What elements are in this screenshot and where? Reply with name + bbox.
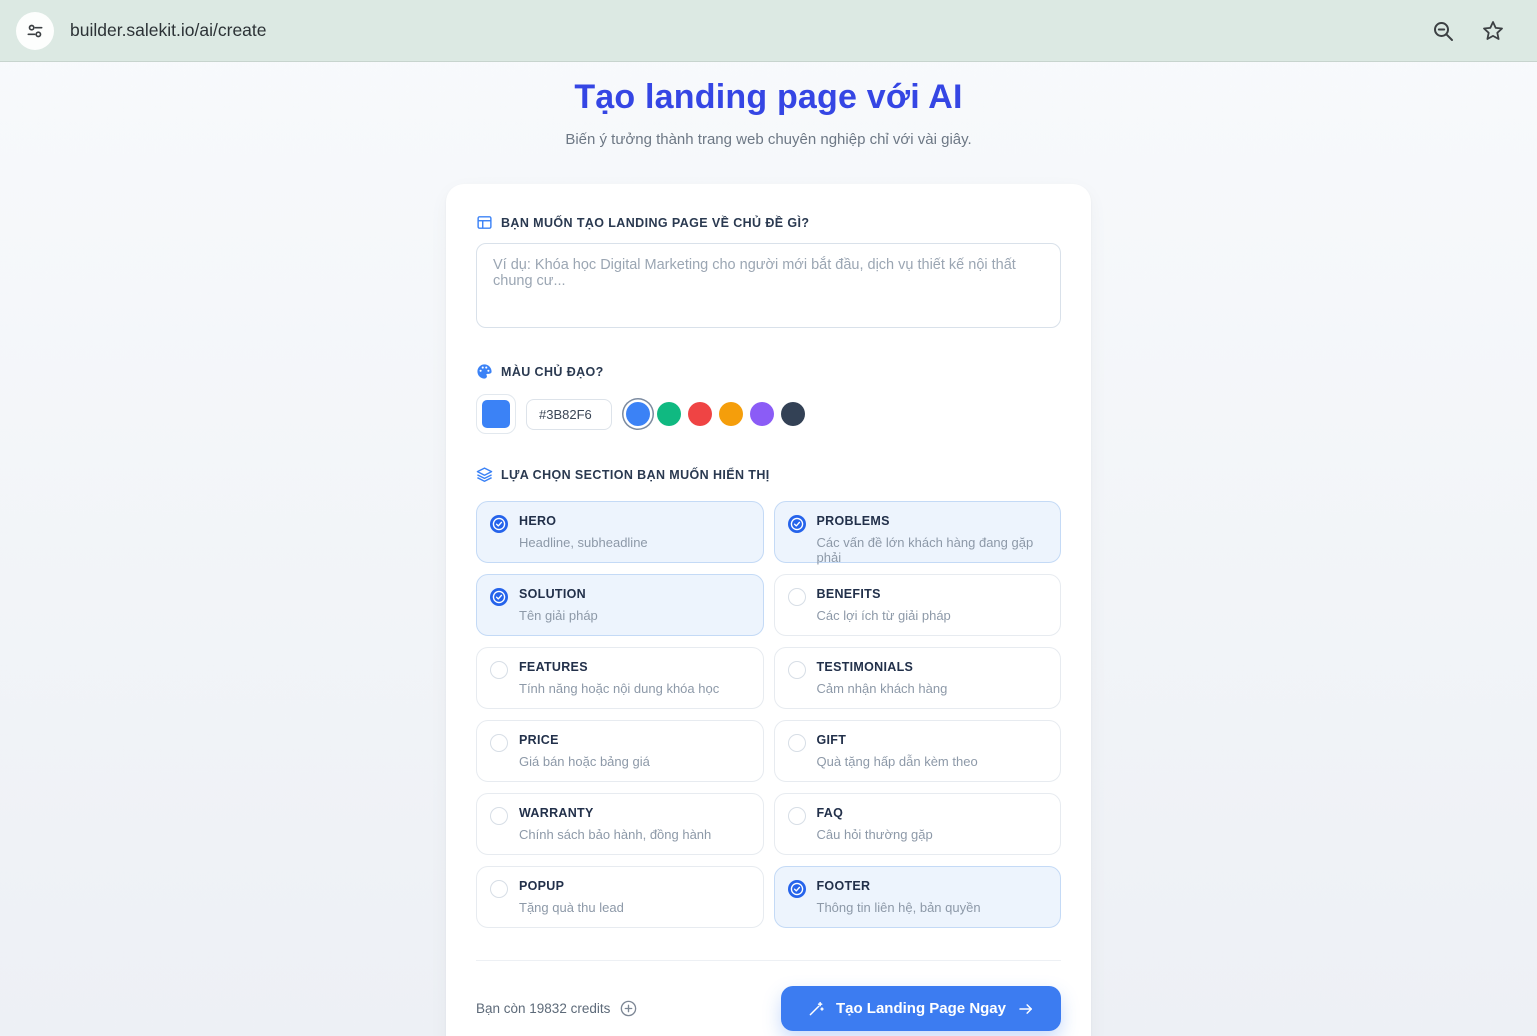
section-card-solution[interactable]: SOLUTION Tên giải pháp bbox=[476, 574, 764, 636]
bookmark-star-icon[interactable] bbox=[1481, 19, 1505, 43]
browser-address-bar: builder.salekit.io/ai/create bbox=[0, 0, 1537, 62]
create-landing-form-card: BẠN MUỐN TẠO LANDING PAGE VỀ CHỦ ĐỀ GÌ? … bbox=[446, 184, 1091, 1036]
site-settings-button[interactable] bbox=[16, 11, 54, 50]
color-row bbox=[476, 394, 1061, 434]
color-preset-6[interactable] bbox=[781, 402, 805, 426]
section-card-benefits[interactable]: BENEFITS Các lợi ích từ giải pháp bbox=[773, 574, 1061, 636]
section-title: PROBLEMS bbox=[816, 514, 890, 528]
section-description: Cảm nhận khách hàng bbox=[816, 681, 948, 696]
section-card-testimonials[interactable]: TESTIMONIALS Cảm nhận khách hàng bbox=[773, 647, 1061, 709]
magic-wand-icon bbox=[809, 1001, 824, 1015]
section-description: Tên giải pháp bbox=[519, 608, 598, 623]
create-landing-page-button[interactable]: Tạo Landing Page Ngay bbox=[780, 986, 1061, 1031]
color-preset-3[interactable] bbox=[688, 402, 712, 426]
section-card-footer[interactable]: FOOTER Thông tin liên hệ, bản quyền bbox=[773, 866, 1061, 928]
color-presets bbox=[626, 402, 805, 426]
section-card-popup[interactable]: POPUP Tặng quà thu lead bbox=[476, 866, 764, 928]
url-text[interactable]: builder.salekit.io/ai/create bbox=[70, 20, 267, 40]
credits-text: Bạn còn 19832 credits bbox=[476, 1001, 611, 1016]
section-title: GIFT bbox=[816, 733, 847, 747]
color-picker-swatch[interactable] bbox=[476, 394, 516, 434]
palette-icon bbox=[477, 364, 492, 379]
section-description: Tặng quà thu lead bbox=[519, 900, 624, 915]
section-card-price[interactable]: PRICE Giá bán hoặc bảng giá bbox=[476, 720, 764, 782]
unchecked-circle-icon[interactable] bbox=[490, 661, 508, 679]
section-description: Giá bán hoặc bảng giá bbox=[519, 754, 650, 769]
sections-label: LỰA CHỌN SECTION BẠN MUỐN HIỂN THỊ bbox=[501, 467, 770, 482]
section-title: PRICE bbox=[519, 733, 559, 747]
section-description: Các lợi ích từ giải pháp bbox=[816, 608, 951, 623]
plus-circle-icon[interactable] bbox=[619, 999, 638, 1018]
section-description: Chính sách bảo hành, đồng hành bbox=[519, 827, 712, 842]
unchecked-circle-icon[interactable] bbox=[787, 807, 806, 825]
unchecked-circle-icon[interactable] bbox=[490, 734, 508, 752]
section-title: HERO bbox=[519, 514, 557, 528]
unchecked-circle-icon[interactable] bbox=[787, 661, 806, 679]
sections-label-row: LỰA CHỌN SECTION BẠN MUỐN HIỂN THỊ bbox=[476, 466, 1061, 483]
layout-icon bbox=[477, 216, 492, 229]
page-title: Tạo landing page với AI bbox=[574, 78, 963, 116]
checked-circle-icon[interactable] bbox=[787, 880, 806, 898]
color-label: MÀU CHỦ ĐẠO? bbox=[501, 364, 604, 379]
sections-grid: HERO Headline, subheadline PROBLEMS Các vấn… bbox=[476, 501, 1061, 928]
color-preset-5[interactable] bbox=[750, 402, 774, 426]
unchecked-circle-icon[interactable] bbox=[490, 880, 508, 898]
checked-circle-icon[interactable] bbox=[490, 515, 508, 533]
topic-label: BẠN MUỐN TẠO LANDING PAGE VỀ CHỦ ĐỀ GÌ? bbox=[501, 215, 810, 230]
section-description: Thông tin liên hệ, bản quyền bbox=[816, 900, 981, 915]
color-preset-4[interactable] bbox=[719, 402, 743, 426]
section-title: FAQ bbox=[816, 806, 844, 820]
topic-input[interactable] bbox=[476, 243, 1061, 328]
section-title: WARRANTY bbox=[519, 806, 594, 820]
color-preset-2[interactable] bbox=[657, 402, 681, 426]
section-description: Quà tặng hấp dẫn kèm theo bbox=[816, 754, 978, 769]
tune-icon bbox=[27, 24, 43, 37]
card-divider bbox=[476, 960, 1061, 961]
color-preset-1[interactable] bbox=[626, 402, 650, 426]
color-label-row: MÀU CHỦ ĐẠO? bbox=[476, 363, 1061, 380]
section-title: SOLUTION bbox=[519, 587, 586, 601]
section-card-hero[interactable]: HERO Headline, subheadline bbox=[476, 501, 764, 563]
page-subtitle: Biến ý tưởng thành trang web chuyên nghi… bbox=[565, 131, 972, 148]
checked-circle-icon[interactable] bbox=[787, 515, 806, 533]
section-description: Câu hỏi thường gặp bbox=[816, 827, 933, 842]
section-card-faq[interactable]: FAQ Câu hỏi thường gặp bbox=[773, 793, 1061, 855]
section-description: Các vấn đề lớn khách hàng đang gặp phải bbox=[816, 535, 1034, 565]
unchecked-circle-icon[interactable] bbox=[787, 588, 806, 606]
section-title: POPUP bbox=[519, 879, 565, 893]
section-title: FOOTER bbox=[816, 879, 871, 893]
color-swatch-preview bbox=[482, 400, 510, 428]
section-card-problems[interactable]: PROBLEMS Các vấn đề lớn khách hàng đang g… bbox=[773, 501, 1061, 565]
arrow-right-icon bbox=[1019, 1003, 1032, 1014]
section-description: Headline, subheadline bbox=[519, 535, 648, 550]
color-hex-input[interactable] bbox=[526, 398, 612, 430]
section-description: Tính năng hoặc nội dung khóa học bbox=[519, 681, 720, 696]
section-title: TESTIMONIALS bbox=[816, 660, 914, 674]
layers-icon bbox=[476, 467, 493, 482]
section-card-warranty[interactable]: WARRANTY Chính sách bảo hành, đồng hành bbox=[476, 793, 764, 855]
section-title: FEATURES bbox=[519, 660, 588, 674]
zoom-out-icon[interactable] bbox=[1431, 19, 1455, 43]
topic-label-row: BẠN MUỐN TẠO LANDING PAGE VỀ CHỦ ĐỀ GÌ? bbox=[476, 214, 1061, 231]
section-title: BENEFITS bbox=[816, 587, 881, 601]
credits-row: Bạn còn 19832 credits bbox=[476, 999, 638, 1018]
checked-circle-icon[interactable] bbox=[490, 588, 508, 606]
section-card-features[interactable]: FEATURES Tính năng hoặc nội dung khóa học bbox=[476, 647, 764, 709]
unchecked-circle-icon[interactable] bbox=[787, 734, 806, 752]
submit-label: Tạo Landing Page Ngay bbox=[835, 1000, 1006, 1017]
unchecked-circle-icon[interactable] bbox=[490, 807, 508, 825]
section-card-gift[interactable]: GIFT Quà tặng hấp dẫn kèm theo bbox=[773, 720, 1061, 782]
